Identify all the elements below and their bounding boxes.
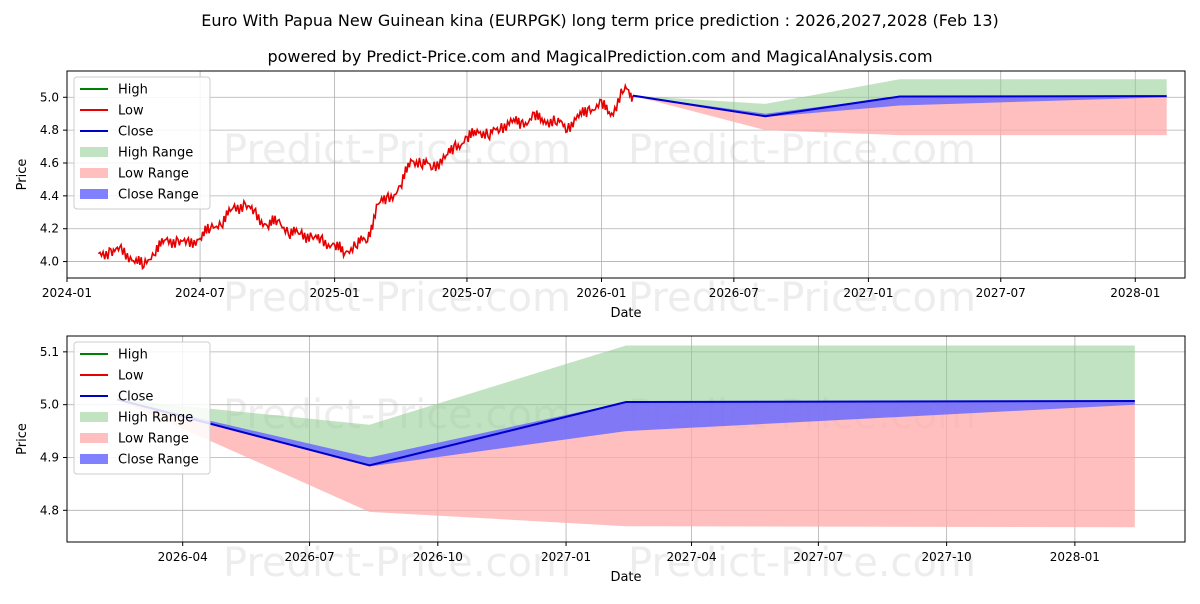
series-group bbox=[116, 345, 1135, 528]
x-axis-label: Date bbox=[610, 570, 641, 585]
close-forecast-line bbox=[116, 398, 1135, 467]
legend: High Low Close High Range Low Range Close Ran… bbox=[73, 76, 211, 210]
plot-frame bbox=[66, 335, 1186, 543]
legend-label: High bbox=[118, 348, 148, 363]
chart-subtitle: powered by Predict-Price.com and Magical… bbox=[267, 47, 932, 66]
y-tick-label: 5.1 bbox=[40, 345, 59, 359]
x-tick-label: 2028-01 bbox=[1050, 550, 1100, 564]
close-range-area bbox=[117, 399, 1135, 467]
legend-swatch bbox=[80, 147, 108, 157]
legend-label: Low bbox=[118, 104, 144, 119]
panel-top: Predict-Price.com Predict-Price.com Predic… bbox=[15, 70, 1186, 321]
legend-swatch bbox=[80, 189, 108, 199]
legend-label: Close bbox=[118, 125, 153, 140]
legend-label: High Range bbox=[118, 146, 193, 161]
y-tick-label: 4.0 bbox=[40, 255, 59, 269]
plot-frame bbox=[66, 70, 1186, 279]
x-tick-label: 2028-01 bbox=[1110, 286, 1160, 300]
x-tick-label: 2024-07 bbox=[175, 286, 225, 300]
y-axis-label: Price bbox=[15, 159, 30, 191]
x-tick-label: 2027-01 bbox=[843, 286, 893, 300]
x-tick-label: 2024-01 bbox=[42, 286, 92, 300]
legend-swatch bbox=[80, 454, 108, 464]
x-tick-label: 2026-01 bbox=[576, 286, 626, 300]
y-tick-label: 5.0 bbox=[40, 398, 59, 412]
y-tick-label: 4.8 bbox=[40, 123, 59, 137]
x-tick-label: 2027-10 bbox=[922, 550, 972, 564]
legend-label: Close Range bbox=[118, 453, 199, 468]
x-tick-label: 2025-07 bbox=[442, 286, 492, 300]
close-forecast-line bbox=[632, 94, 1167, 118]
watermark-text: Predict-Price.com bbox=[223, 540, 571, 586]
high-range-area bbox=[117, 345, 1135, 466]
x-tick-label: 2026-07 bbox=[709, 286, 759, 300]
y-tick-label: 4.8 bbox=[40, 503, 59, 517]
x-tick-label: 2027-01 bbox=[541, 550, 591, 564]
low-range-area bbox=[632, 95, 1167, 136]
y-tick-label: 4.9 bbox=[40, 450, 59, 464]
y-tick-label: 4.2 bbox=[40, 222, 59, 236]
y-tick-label: 4.4 bbox=[40, 189, 59, 203]
x-axis-label: Date bbox=[610, 306, 641, 321]
watermark-text: Predict-Price.com bbox=[628, 540, 976, 586]
watermark-text: Predict-Price.com bbox=[628, 275, 976, 321]
legend-label: Close Range bbox=[118, 188, 199, 203]
legend-label: High Range bbox=[118, 411, 193, 426]
x-tick-label: 2025-01 bbox=[310, 286, 360, 300]
low-history-line bbox=[97, 82, 634, 271]
axes-group: 2024-01 2024-07 2025-01 2025-07 2026-01 2026-… bbox=[15, 90, 1160, 321]
x-tick-label: 2027-07 bbox=[976, 286, 1026, 300]
watermark-text: Predict-Price.com bbox=[223, 127, 571, 173]
low-range-area bbox=[117, 399, 1135, 528]
x-tick-label: 2027-07 bbox=[793, 550, 843, 564]
x-tick-label: 2026-07 bbox=[284, 550, 334, 564]
legend: High Low Close High Range Low Range Close Ran… bbox=[73, 341, 211, 475]
legend-label: High bbox=[118, 83, 148, 98]
series-group bbox=[97, 79, 1167, 271]
y-tick-label: 4.6 bbox=[40, 156, 59, 170]
legend-swatch bbox=[80, 433, 108, 443]
legend-swatch bbox=[80, 168, 108, 178]
legend-label: Low bbox=[118, 369, 144, 384]
chart-title: Euro With Papua New Guinean kina (EURPGK… bbox=[201, 11, 999, 30]
axes-group: 2026-04 2026-07 2026-10 2027-01 2027-04 2027-… bbox=[15, 345, 1100, 585]
y-tick-label: 5.0 bbox=[40, 90, 59, 104]
y-axis-label: Price bbox=[15, 423, 30, 455]
close-range-area bbox=[632, 95, 1167, 117]
high-range-area bbox=[632, 79, 1167, 117]
x-tick-label: 2026-04 bbox=[158, 550, 208, 564]
x-tick-label: 2026-10 bbox=[413, 550, 463, 564]
legend-label: Close bbox=[118, 390, 153, 405]
legend-label: Low Range bbox=[118, 432, 189, 447]
legend-swatch bbox=[80, 412, 108, 422]
x-tick-label: 2027-04 bbox=[666, 550, 716, 564]
legend-label: Low Range bbox=[118, 167, 189, 182]
watermark-text: Predict-Price.com bbox=[223, 275, 571, 321]
